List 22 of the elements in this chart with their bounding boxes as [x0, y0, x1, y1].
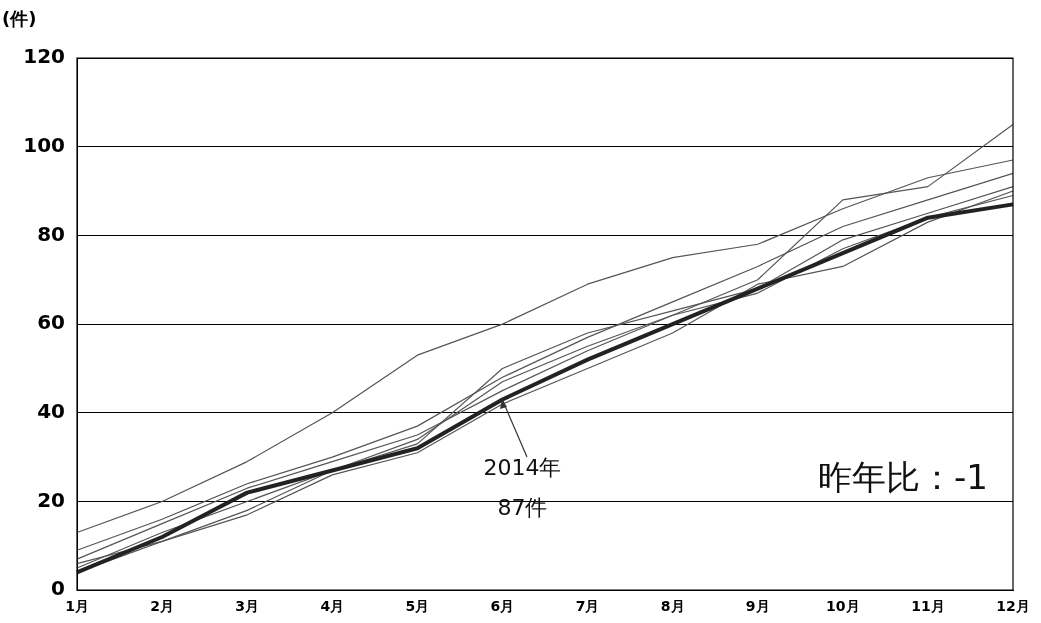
y-tick-label: 20: [37, 487, 65, 512]
x-tick-label: 8月: [660, 598, 685, 615]
x-tick-label: 4月: [320, 598, 345, 615]
y-axis-title: (件): [2, 7, 37, 29]
x-tick-label: 9月: [745, 598, 770, 615]
x-tick-label: 11月: [911, 598, 945, 615]
x-tick-label: 5月: [405, 598, 430, 615]
y-tick-label: 40: [37, 399, 65, 423]
x-tick-label: 6月: [490, 598, 515, 615]
y-tick-label: 100: [23, 132, 65, 157]
x-tick-label: 12月: [996, 598, 1030, 615]
y-tick-label: 60: [37, 310, 65, 335]
x-tick-label: 7月: [575, 598, 600, 615]
x-tick-label: 2月: [150, 598, 174, 615]
x-tick-label: 10月: [826, 598, 860, 615]
y-tick-label: 80: [37, 221, 65, 246]
annotation: 昨年比：-1: [818, 457, 988, 498]
x-tick-label: 3月: [235, 598, 260, 615]
y-tick-label: 0: [51, 576, 65, 601]
x-tick-label: 1月: [65, 598, 89, 615]
annotation: 2014年 87件: [483, 455, 562, 521]
y-tick-label: 120: [23, 44, 65, 69]
